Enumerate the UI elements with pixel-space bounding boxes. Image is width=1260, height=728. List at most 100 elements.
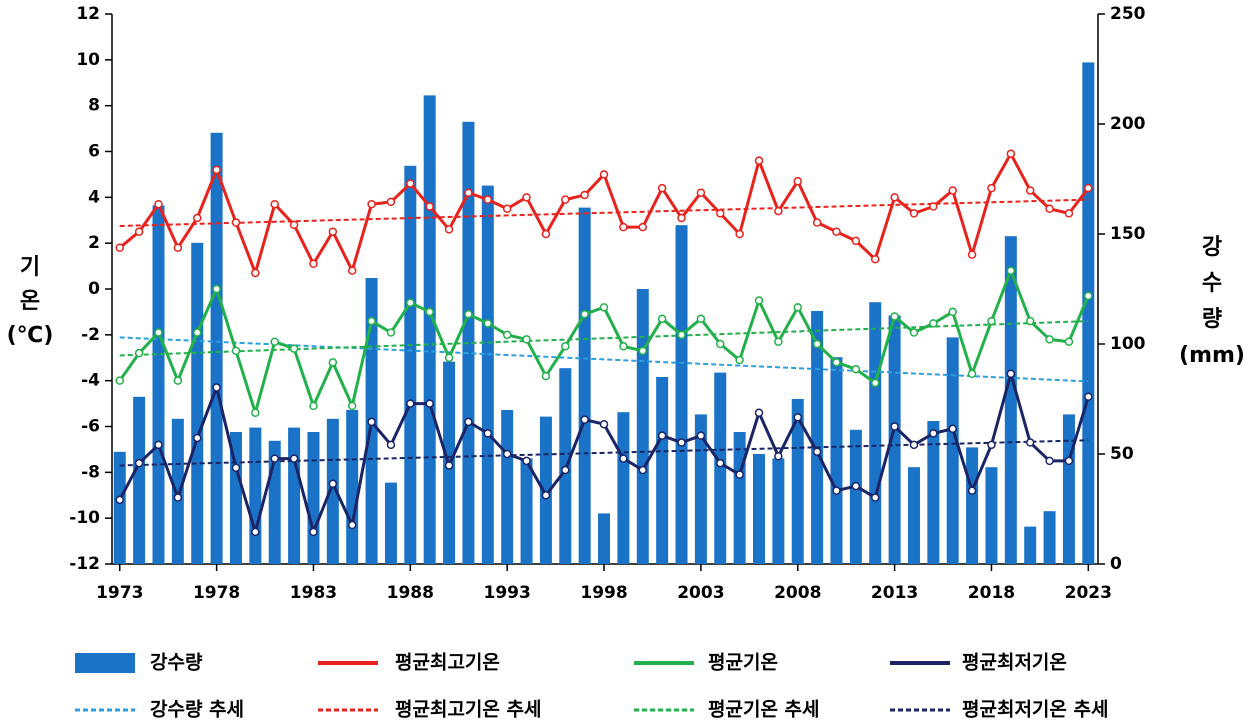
y-tick-label: -4: [81, 371, 100, 391]
y-axis-label: 기: [20, 255, 40, 280]
point: [1025, 316, 1035, 326]
point: [1064, 337, 1074, 346]
point: [1084, 291, 1093, 301]
bar: [849, 429, 862, 564]
bar: [171, 418, 184, 564]
bar: [675, 225, 688, 564]
bar: [656, 377, 669, 564]
bar: [869, 302, 882, 564]
point: [870, 254, 880, 264]
legend-label: 평균기온: [708, 652, 778, 674]
bar: [1043, 511, 1056, 564]
point: [793, 413, 802, 422]
bar: [791, 399, 804, 564]
point: [444, 353, 454, 362]
y2-tick-label: 250: [1110, 4, 1146, 24]
y-tick-label: 12: [76, 4, 100, 24]
point: [522, 335, 531, 344]
bar: [578, 207, 591, 564]
point: [406, 298, 415, 307]
point: [870, 493, 880, 502]
point: [1045, 456, 1054, 466]
point: [309, 401, 318, 411]
point: [444, 225, 454, 234]
point: [599, 303, 609, 312]
point: [851, 481, 861, 491]
point: [464, 309, 473, 319]
y2-tick-label: 50: [1110, 444, 1134, 464]
point: [832, 227, 841, 236]
point: [231, 218, 241, 227]
bar: [617, 412, 630, 564]
bar: [481, 185, 494, 564]
point: [929, 202, 938, 211]
point: [987, 316, 996, 326]
point: [561, 195, 570, 204]
bar: [152, 205, 165, 564]
x-tick-label: 1983: [290, 583, 337, 603]
point: [1006, 149, 1016, 159]
point: [347, 266, 357, 275]
point: [987, 440, 996, 450]
y-tick-label: -12: [69, 554, 100, 574]
x-tick-label: 1978: [193, 583, 240, 603]
point: [134, 348, 144, 358]
point: [367, 316, 376, 326]
x-tick-label: 1998: [580, 583, 627, 603]
point: [716, 339, 725, 349]
legend-label: 평균기온 추세: [708, 699, 820, 721]
point: [638, 465, 648, 475]
point: [251, 408, 260, 417]
bar: [346, 410, 359, 564]
point: [1006, 266, 1016, 275]
y2-tick-label: 0: [1110, 554, 1122, 574]
point: [328, 227, 338, 236]
y-tick-label: 8: [88, 96, 100, 116]
point: [541, 229, 551, 239]
bar: [404, 165, 417, 565]
bar: [946, 337, 959, 564]
x-tick-label: 2003: [677, 583, 724, 603]
bar: [927, 421, 940, 564]
point: [231, 346, 241, 356]
point: [948, 307, 957, 317]
point: [929, 319, 938, 328]
y-tick-label: 4: [88, 187, 100, 207]
point: [502, 449, 512, 459]
point: [638, 346, 648, 356]
point: [483, 319, 493, 328]
bar: [191, 242, 204, 565]
legend-label: 평균최저기온 추세: [962, 699, 1108, 721]
point: [774, 206, 783, 216]
point: [580, 415, 589, 424]
x-tick-label: 1973: [96, 583, 143, 603]
point: [967, 369, 977, 379]
point: [677, 213, 686, 223]
point: [173, 376, 183, 385]
y-tick-label: -6: [81, 417, 100, 437]
point: [192, 213, 202, 223]
point: [677, 438, 686, 447]
point: [716, 209, 725, 218]
point: [251, 268, 260, 278]
trend-line: [119, 320, 1089, 357]
point: [1045, 204, 1054, 214]
y-axis-label: 온: [20, 289, 40, 314]
bar: [733, 432, 746, 564]
point: [134, 227, 144, 236]
point: [948, 186, 957, 195]
point: [212, 165, 221, 175]
x-tick-label: 2018: [968, 583, 1015, 603]
bar: [598, 513, 611, 564]
bar: [210, 132, 223, 565]
point: [1064, 209, 1074, 218]
point: [386, 328, 396, 337]
point: [270, 199, 279, 209]
legend-label: 강수량: [150, 652, 203, 674]
point: [890, 422, 899, 431]
point: [541, 371, 551, 381]
point: [774, 337, 783, 346]
point: [638, 222, 648, 232]
point: [909, 209, 919, 218]
